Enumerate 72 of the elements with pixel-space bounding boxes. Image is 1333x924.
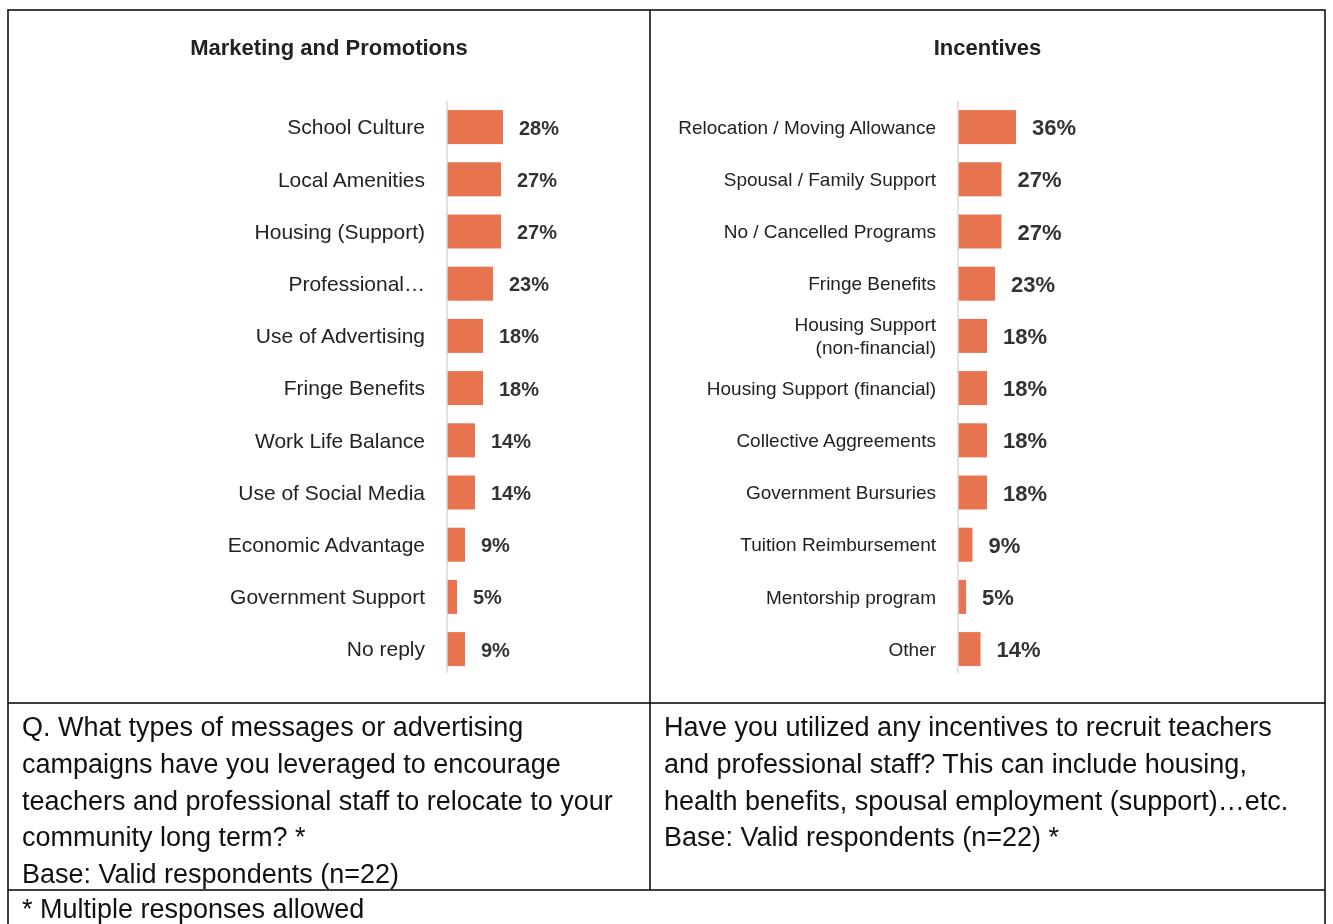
bar bbox=[447, 579, 457, 614]
data-label: 9% bbox=[481, 638, 511, 661]
chart-title: Marketing and Promotions bbox=[190, 35, 468, 60]
bar bbox=[447, 266, 493, 301]
data-label: 23% bbox=[1011, 271, 1056, 297]
data-label: 18% bbox=[499, 377, 540, 400]
y-tick-label: Spousal / Family Support bbox=[723, 168, 937, 190]
text: Base: Valid respondents (n=22) * bbox=[664, 822, 1060, 853]
chart-title: Incentives bbox=[933, 35, 1042, 60]
y-tick-label: Housing (Support) bbox=[254, 219, 425, 243]
data-label: 18% bbox=[1003, 376, 1048, 402]
bar bbox=[447, 423, 475, 458]
data-label: 5% bbox=[473, 586, 503, 609]
data-label: 14% bbox=[996, 637, 1041, 663]
bar bbox=[958, 318, 987, 353]
data-label: 9% bbox=[481, 534, 511, 557]
data-label: 18% bbox=[1003, 324, 1048, 350]
data-label: 27% bbox=[1017, 219, 1062, 245]
data-label: 14% bbox=[491, 429, 532, 452]
data-label: 27% bbox=[517, 168, 558, 191]
y-tick-label: Relocation / Moving Allowance bbox=[678, 116, 936, 138]
text: Have you utilized any incentives to recruit teachers and professional staff? This can include housing, health benefits, spousal employment (support)…etc. bbox=[664, 712, 1289, 816]
y-tick-label: Government Bursuries bbox=[745, 482, 936, 504]
data-label: 36% bbox=[1032, 115, 1077, 141]
bar bbox=[447, 110, 503, 145]
bar bbox=[958, 162, 1002, 197]
y-tick-label: Tuition Reimbursement bbox=[740, 534, 937, 556]
bar bbox=[958, 371, 987, 406]
y-tick-label: Use of Social Media bbox=[238, 480, 426, 504]
y-tick-label: School Culture bbox=[287, 115, 425, 139]
bar bbox=[958, 110, 1016, 145]
y-tick-label: Housing Support (financial) bbox=[706, 377, 936, 399]
y-tick-label: Fringe Benefits bbox=[808, 273, 936, 295]
y-tick-label: Local Amenities bbox=[277, 167, 425, 191]
bar bbox=[447, 214, 501, 249]
bar bbox=[447, 632, 465, 667]
text: Q. What types of messages or advertising campaigns have you leveraged to encourage teachers and professional staff to relocate to your community long term? * bbox=[22, 712, 613, 853]
text: * Multiple responses allowed bbox=[22, 894, 365, 924]
data-label: 28% bbox=[519, 116, 560, 139]
y-tick-label: No reply bbox=[346, 637, 426, 661]
y-tick-label: Work Life Balance bbox=[254, 428, 425, 452]
data-label: 5% bbox=[982, 585, 1014, 611]
data-label: 18% bbox=[1003, 428, 1048, 454]
y-tick-label: Other bbox=[888, 638, 937, 660]
bar bbox=[447, 475, 475, 510]
y-tick-label: Professional… bbox=[288, 272, 425, 296]
bar bbox=[958, 214, 1002, 249]
data-label: 14% bbox=[491, 481, 532, 504]
y-tick-label: Housing Support (non-financial) bbox=[794, 314, 937, 358]
y-tick-label: No / Cancelled Programs bbox=[723, 221, 936, 243]
data-label: 27% bbox=[1017, 167, 1062, 193]
bar bbox=[447, 162, 501, 197]
bar bbox=[958, 632, 981, 667]
data-label: 18% bbox=[499, 325, 540, 348]
y-tick-label: Fringe Benefits bbox=[283, 376, 425, 400]
y-tick-label: Economic Advantage bbox=[227, 533, 425, 557]
bar bbox=[447, 371, 483, 406]
y-tick-label: Collective Aggreements bbox=[736, 429, 936, 451]
bar bbox=[447, 318, 483, 353]
data-label: 27% bbox=[517, 220, 558, 243]
bar bbox=[958, 266, 996, 301]
text: Base: Valid respondents (n=22) bbox=[22, 859, 399, 890]
y-tick-label: Mentorship program bbox=[765, 586, 936, 608]
bar bbox=[958, 423, 987, 458]
bar bbox=[447, 527, 465, 562]
data-label: 23% bbox=[509, 273, 550, 296]
bar bbox=[958, 527, 973, 562]
data-label: 18% bbox=[1003, 480, 1048, 506]
y-tick-label: Use of Advertising bbox=[255, 324, 425, 348]
data-label: 9% bbox=[988, 532, 1021, 558]
y-tick-label: Government Support bbox=[230, 585, 426, 609]
bar bbox=[958, 475, 987, 510]
